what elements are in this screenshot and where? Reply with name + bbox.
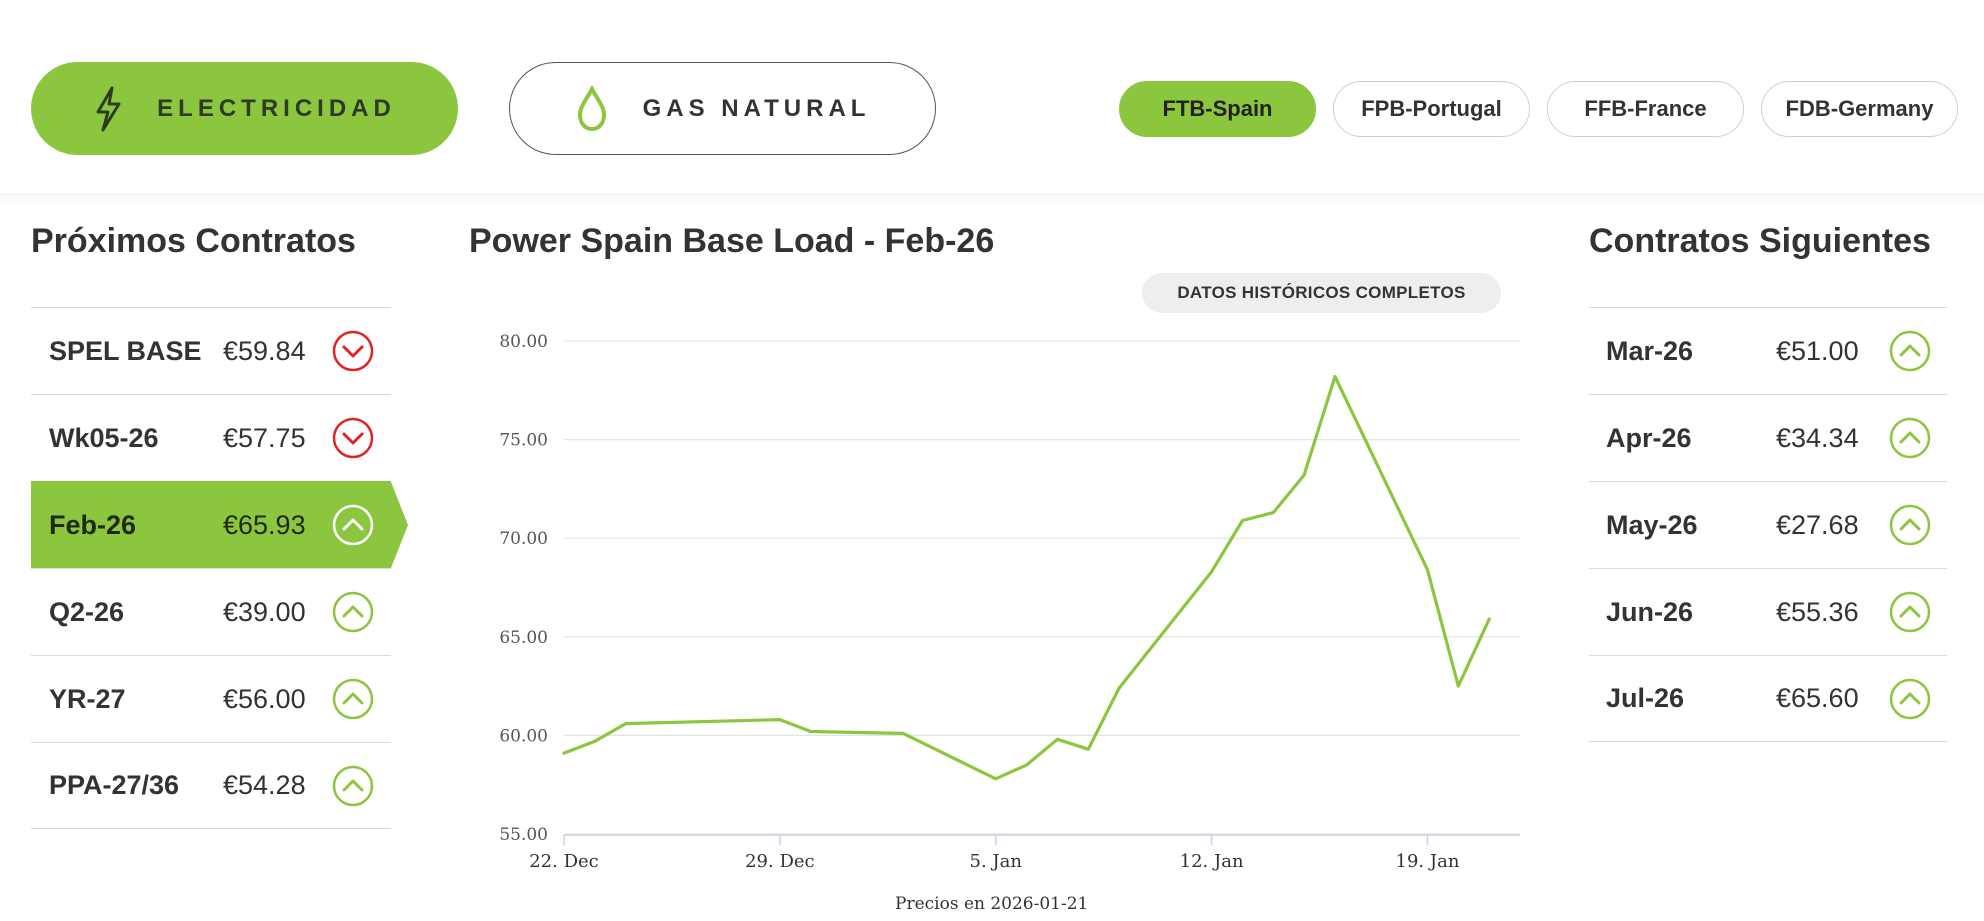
contract-row-q2-26[interactable]: Q2-26 €39.00: [31, 568, 391, 655]
contract-name: Apr-26: [1606, 422, 1692, 453]
lightning-bolt-icon: [93, 86, 123, 132]
contract-row-jun-26[interactable]: Jun-26 €55.36: [1589, 568, 1947, 655]
contract-price: €65.93: [223, 509, 306, 540]
x-tick-label: 5. Jan: [970, 851, 1023, 872]
chevron-up-circle-icon: [332, 504, 374, 546]
proximos-contratos-list: SPEL BASE €59.84 Wk05-26 €57.75 Feb-26 €…: [31, 307, 408, 829]
chevron-up-circle-icon: [1889, 678, 1931, 720]
contract-name: Wk05-26: [49, 422, 159, 453]
market-ffb-france[interactable]: FFB-France: [1547, 81, 1744, 137]
contract-row-apr-26[interactable]: Apr-26 €34.34: [1589, 394, 1947, 481]
contract-name: Mar-26: [1606, 335, 1694, 366]
contract-price: €57.75: [223, 422, 306, 453]
gas-natural-button[interactable]: GAS NATURAL: [509, 62, 936, 155]
chevron-up-circle-icon: [1889, 417, 1931, 459]
x-tick-label: 19. Jan: [1396, 851, 1460, 872]
contract-name: SPEL BASE: [49, 335, 202, 366]
chevron-up-circle-icon: [1889, 591, 1931, 633]
chevron-down-circle-icon: [332, 417, 374, 459]
historical-data-button[interactable]: DATOS HISTÓRICOS COMPLETOS: [1142, 273, 1501, 313]
chevron-up-circle-icon: [1889, 504, 1931, 546]
left-panel-title: Próximos Contratos: [31, 222, 356, 260]
top-divider: [0, 193, 1984, 203]
contract-name: Jun-26: [1606, 596, 1694, 627]
price-series-line: [562, 374, 1491, 781]
market-ftb-spain[interactable]: FTB-Spain: [1119, 81, 1316, 137]
contract-price: €39.00: [223, 596, 306, 627]
contract-price: €65.60: [1776, 683, 1859, 713]
contract-price: €34.34: [1776, 422, 1859, 453]
contract-row-may-26[interactable]: May-26 €27.68: [1589, 481, 1947, 568]
contratos-siguientes-list: Mar-26 €51.00 Apr-26 €34.34 May-26 €27.6…: [1589, 307, 1947, 742]
contract-price: €55.36: [1776, 596, 1859, 627]
contract-name: Feb-26: [49, 509, 137, 540]
y-tick-label: 65.00: [499, 628, 548, 648]
contract-row-ppa-27-36[interactable]: PPA-27/36 €54.28: [31, 742, 391, 829]
chevron-up-circle-icon: [332, 765, 374, 807]
market-fdb-germany[interactable]: FDB-Germany: [1761, 81, 1958, 137]
contract-price: €54.28: [223, 770, 306, 800]
gas-drop-icon: [575, 85, 609, 132]
contract-name: Q2-26: [49, 596, 125, 627]
y-tick-label: 55.00: [499, 825, 548, 845]
contract-price: €27.68: [1776, 509, 1859, 540]
contract-row-mar-26[interactable]: Mar-26 €51.00: [1589, 307, 1947, 394]
contract-name: May-26: [1606, 509, 1698, 540]
contract-row-yr-27[interactable]: YR-27 €56.00: [31, 655, 391, 742]
contract-row-jul-26[interactable]: Jul-26 €65.60: [1589, 655, 1947, 742]
y-tick-label: 80.00: [499, 332, 548, 352]
y-tick-label: 70.00: [499, 529, 548, 549]
contract-price: €56.00: [223, 683, 306, 714]
electricidad-button[interactable]: ELECTRICIDAD: [31, 62, 458, 155]
y-tick-label: 60.00: [499, 726, 548, 746]
gas-natural-label: GAS NATURAL: [642, 94, 871, 122]
contract-price: €59.84: [223, 335, 306, 366]
contract-name: PPA-27/36: [49, 770, 180, 800]
x-tick-label: 22. Dec: [529, 851, 599, 872]
chevron-up-circle-icon: [332, 678, 374, 720]
contract-name: YR-27: [49, 683, 126, 714]
y-tick-label: 75.00: [499, 431, 548, 451]
chart-title: Power Spain Base Load - Feb-26: [469, 222, 995, 260]
contract-price: €51.00: [1776, 335, 1859, 366]
contract-row-wk05-26[interactable]: Wk05-26 €57.75: [31, 394, 391, 481]
price-date-label: Precios en 2026-01-21: [895, 894, 1089, 914]
right-panel-title: Contratos Siguientes: [1589, 222, 1931, 260]
contract-row-spel-base[interactable]: SPEL BASE €59.84: [31, 307, 391, 394]
electricidad-label: ELECTRICIDAD: [157, 94, 396, 122]
x-tick-label: 29. Dec: [745, 851, 815, 872]
chevron-down-circle-icon: [332, 330, 374, 372]
chevron-up-circle-icon: [332, 591, 374, 633]
x-tick-label: 12. Jan: [1180, 851, 1244, 872]
market-fpb-portugal[interactable]: FPB-Portugal: [1333, 81, 1530, 137]
contract-name: Jul-26: [1606, 683, 1685, 713]
contract-row-feb-26[interactable]: Feb-26 €65.93: [31, 481, 408, 568]
chevron-up-circle-icon: [1889, 330, 1931, 372]
